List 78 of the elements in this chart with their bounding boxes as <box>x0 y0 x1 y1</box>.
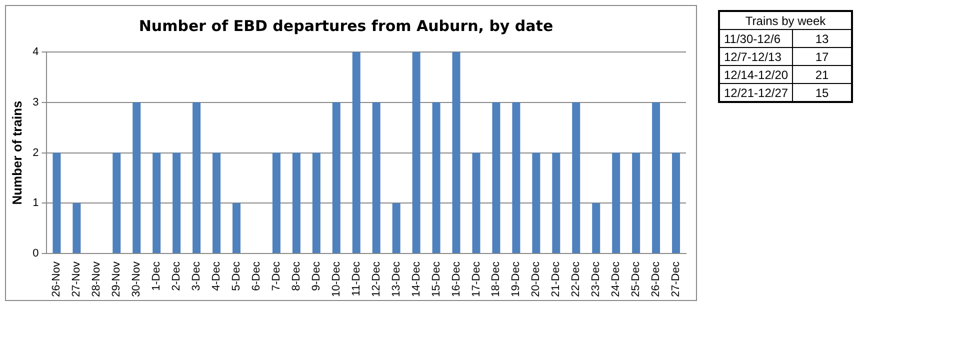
bar <box>632 152 640 254</box>
bar <box>332 102 340 254</box>
y-tick-label: 4 <box>32 46 39 58</box>
data-label: 17 <box>792 48 852 66</box>
bar <box>272 152 280 254</box>
x-tick-label: 16-Dec <box>450 261 462 298</box>
x-tick-label: 1-Dec <box>150 261 163 291</box>
x-tick-label: 5-Dec <box>230 261 243 291</box>
x-tick-label: 22-Dec <box>570 261 582 298</box>
bar <box>132 102 141 254</box>
y-axis-title: Number of trains <box>9 100 24 205</box>
x-tick-label: 27-Dec <box>670 261 682 298</box>
y-tick-label: 2 <box>32 146 39 159</box>
bar <box>152 152 161 254</box>
bar <box>412 52 420 254</box>
bar <box>532 152 540 254</box>
bar <box>212 152 221 254</box>
bar <box>492 102 500 254</box>
category-label: 12/21-12/27 <box>719 84 793 102</box>
x-tick-label: 14-Dec <box>410 261 422 298</box>
x-tick-label: 13-Dec <box>390 261 402 298</box>
bar <box>352 52 360 254</box>
chart-title: Number of EBD departures from Auburn, by date <box>138 16 554 35</box>
x-tick-label: 26-Dec <box>650 261 662 298</box>
x-tick-label: 12-Dec <box>370 261 382 298</box>
x-tick-label: 23-Dec <box>590 261 602 298</box>
x-tick-label: 19-Dec <box>510 261 522 298</box>
bar <box>72 203 81 254</box>
x-tick-label: 20-Dec <box>530 261 542 298</box>
y-tick-label: 1 <box>32 197 39 210</box>
bar <box>552 152 560 254</box>
bar <box>192 102 201 254</box>
bar <box>52 152 61 254</box>
bar <box>512 102 520 254</box>
bar <box>452 52 460 254</box>
bar <box>592 203 600 254</box>
x-tick-label: 28-Nov <box>90 261 103 298</box>
x-tick-label: 26-Nov <box>50 261 63 298</box>
category-label: 11/30-12/6 <box>719 30 793 48</box>
x-tick-label: 24-Dec <box>610 261 622 298</box>
x-tick-label: 21-Dec <box>550 261 562 298</box>
category-label: 12/7-12/13 <box>719 48 793 66</box>
x-tick-label: 17-Dec <box>470 261 482 298</box>
bar <box>312 152 320 254</box>
bar <box>292 152 300 254</box>
x-tick-label: 30-Nov <box>130 261 143 298</box>
data-label: 21 <box>792 66 852 84</box>
data-label: 15 <box>792 84 852 102</box>
x-tick-label: 27-Nov <box>70 261 83 298</box>
x-tick-label: 15-Dec <box>430 261 442 298</box>
bar <box>232 203 240 254</box>
bar <box>652 102 660 254</box>
x-tick-label: 9-Dec <box>310 261 322 291</box>
bar <box>392 203 400 254</box>
y-tick-label: 0 <box>32 248 39 260</box>
bar <box>572 102 580 254</box>
x-tick-label: 8-Dec <box>290 261 302 291</box>
x-tick-label: 3-Dec <box>190 261 203 291</box>
data-label: 13 <box>792 30 852 48</box>
x-tick-label: 4-Dec <box>210 261 223 291</box>
text: Trains by week <box>719 11 852 30</box>
y-tick-label: 3 <box>32 96 39 108</box>
bar <box>172 152 181 254</box>
x-tick-label: 10-Dec <box>330 261 342 298</box>
x-tick-label: 6-Dec <box>250 261 263 291</box>
x-tick-label: 2-Dec <box>170 261 183 291</box>
bar <box>112 152 121 254</box>
bar <box>432 102 440 254</box>
bar <box>472 152 480 254</box>
x-tick-label: 25-Dec <box>630 261 642 298</box>
x-tick-label: 29-Nov <box>110 261 123 298</box>
x-tick-label: 18-Dec <box>490 261 502 298</box>
x-tick-label: 7-Dec <box>270 261 282 291</box>
bar <box>672 152 680 254</box>
bar <box>372 102 380 254</box>
bar <box>612 152 620 254</box>
category-label: 12/14-12/20 <box>719 66 793 84</box>
x-tick-label: 11-Dec <box>350 261 362 296</box>
